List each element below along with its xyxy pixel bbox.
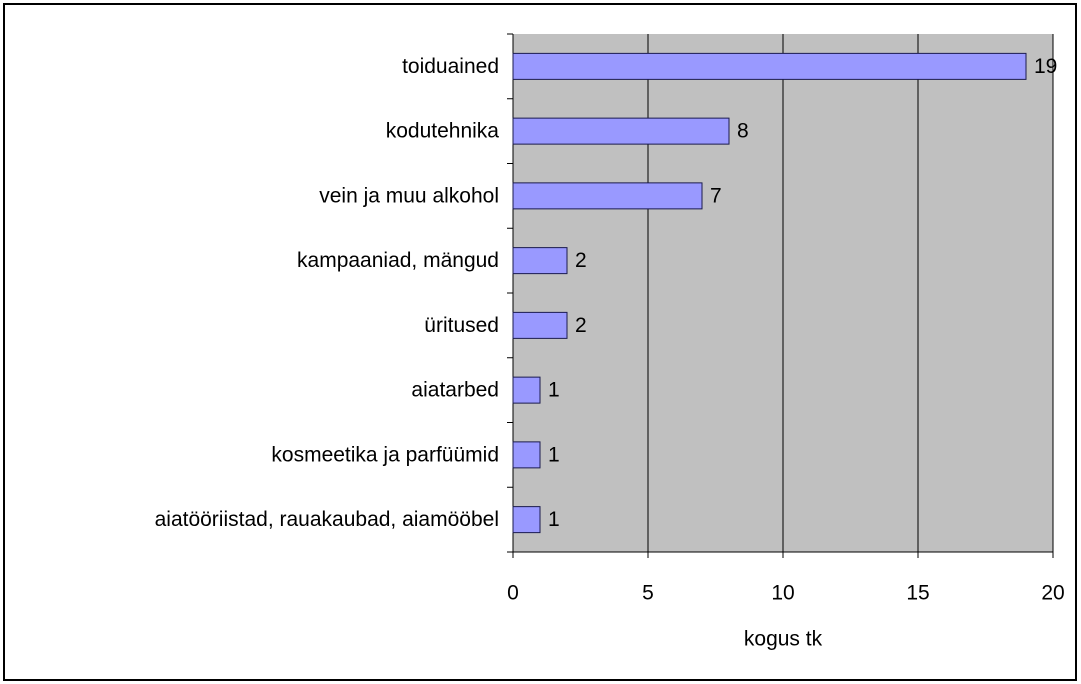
y-tick-label: kosmeetika ja parfüümid — [271, 443, 499, 466]
y-tick-label: üritused — [424, 314, 499, 337]
x-tick-label: 10 — [771, 582, 794, 605]
x-tick-label: 5 — [642, 582, 654, 605]
bar — [512, 376, 541, 404]
data-label: 8 — [737, 120, 749, 143]
y-tick-label: aiatarbed — [411, 379, 499, 402]
bar — [512, 247, 568, 275]
bar — [512, 506, 541, 534]
bar — [512, 311, 568, 339]
bar — [512, 117, 730, 145]
data-label: 2 — [575, 314, 587, 337]
data-label: 1 — [548, 443, 560, 466]
bar — [512, 441, 541, 469]
bar — [512, 182, 703, 210]
y-tick-label: kampaaniad, mängud — [297, 249, 499, 272]
y-tick-label: toiduained — [402, 55, 499, 78]
y-tick-label: aiatööriistad, rauakaubad, aiamööbel — [155, 508, 499, 531]
data-label: 19 — [1034, 55, 1057, 78]
data-label: 2 — [575, 249, 587, 272]
y-tick-label: kodutehnika — [386, 120, 500, 143]
data-label: 1 — [548, 379, 560, 402]
x-tick-label: 20 — [1041, 582, 1064, 605]
x-tick-label: 15 — [906, 582, 929, 605]
x-tick-label: 0 — [507, 582, 519, 605]
y-tick-label: vein ja muu alkohol — [319, 184, 499, 207]
x-axis-title: kogus tk — [744, 628, 823, 651]
bar — [512, 52, 1027, 80]
data-label: 1 — [548, 508, 560, 531]
data-label: 7 — [710, 184, 722, 207]
